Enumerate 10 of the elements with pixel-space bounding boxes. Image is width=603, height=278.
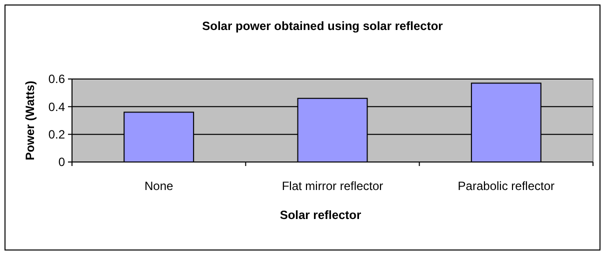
y-tick-label: 0 [58,155,66,170]
x-tick-label: Parabolic reflector [458,179,555,193]
x-tick-label: None [144,179,174,193]
y-axis-title: Power (Watts) [23,80,37,160]
chart-title: Solar power obtained using solar reflector [202,19,444,33]
x-axis-title: Solar reflector [280,208,362,222]
y-tick-label: 0.6 [48,72,66,86]
x-tick-label: Flat mirror reflector [282,179,384,193]
y-tick-label: 0.4 [48,100,66,114]
y-tick-label: 0.2 [48,128,66,142]
